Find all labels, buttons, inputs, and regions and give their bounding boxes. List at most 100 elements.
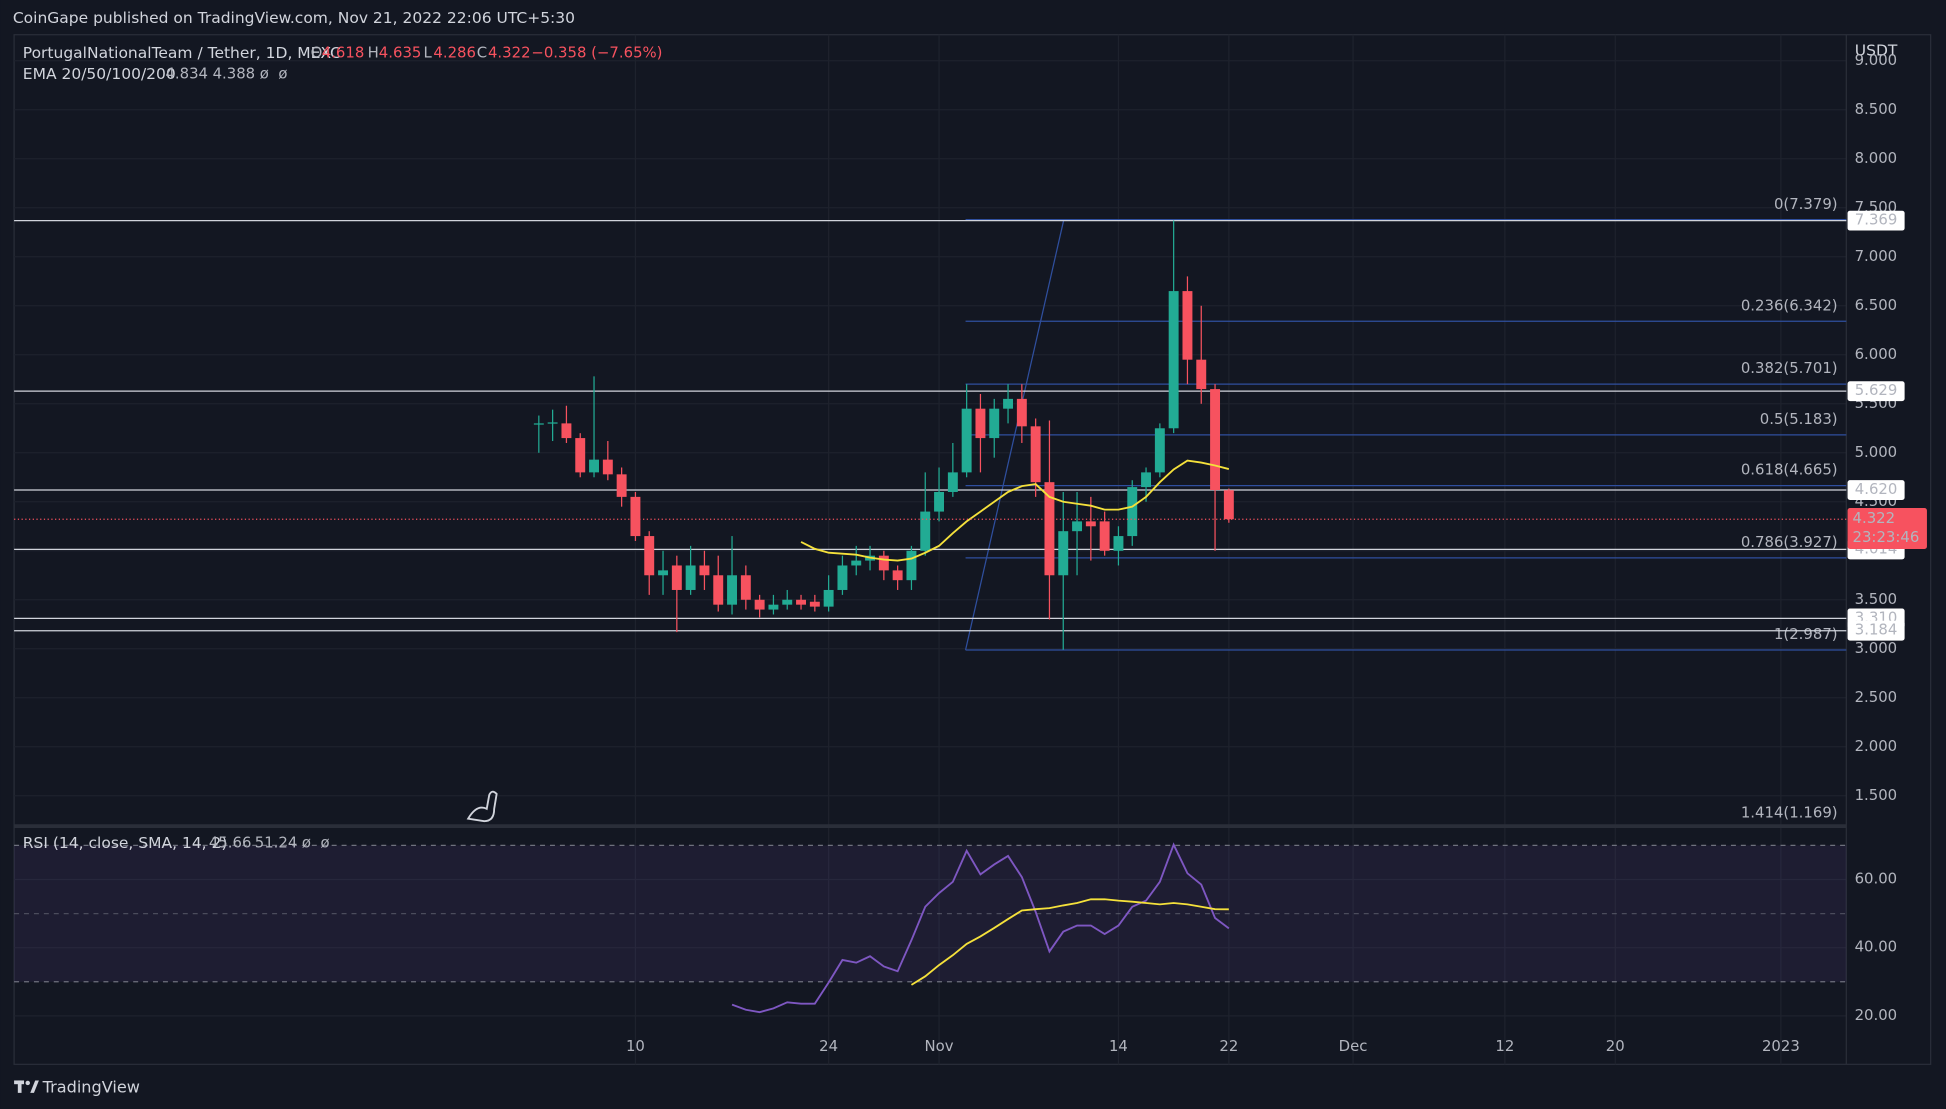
candle-body (699, 565, 710, 576)
y-tick-label: 2.000 (1855, 737, 1898, 755)
candle-body (1072, 521, 1083, 532)
ohlc-key: L (423, 43, 432, 61)
candle-body (685, 565, 696, 590)
candle-body (1016, 398, 1027, 427)
fib-label: 1.414(1.169) (1741, 803, 1838, 821)
rsi-na: ø (302, 834, 311, 852)
plot: 0(7.379) 0.236(6.342) 0.382(5.701) 0.5(5.18… (14, 195, 1847, 1014)
x-tick-label: 14 (1109, 1037, 1128, 1055)
rsi-line (731, 842, 1230, 1014)
candle-body (837, 565, 848, 590)
rsi-line (910, 898, 1229, 986)
fib-label: 0.5(5.183) (1760, 410, 1838, 428)
candle-body (851, 560, 862, 566)
x-tick-label: 22 (1219, 1037, 1238, 1055)
ohlc-value: 4.635 (379, 43, 422, 61)
ohlc-key: O (311, 43, 323, 61)
footer-logo (14, 1080, 39, 1093)
candle-body (533, 423, 544, 425)
candle-body (630, 496, 641, 537)
candle-body (547, 422, 558, 424)
level-box (1847, 620, 1905, 641)
dino-icon (466, 790, 498, 823)
candle-body (740, 575, 751, 600)
candle-body (671, 565, 682, 590)
candle-body (727, 575, 737, 605)
rsi-na: ø (321, 834, 330, 852)
ema-value: 4.834 (165, 64, 208, 82)
ohlc-key: C (477, 43, 487, 61)
ema-value: 4.388 (213, 64, 256, 82)
y-tick-label: 8.500 (1855, 100, 1898, 118)
candle-body (1099, 521, 1110, 551)
x-tick-label: 24 (819, 1037, 838, 1055)
y-tick-label: 2.500 (1855, 688, 1898, 706)
candle-body (1030, 426, 1041, 483)
ohlc-key: H (368, 43, 379, 61)
candle-body (1141, 472, 1152, 488)
last-price-box (1847, 508, 1927, 549)
candle-body (989, 408, 1000, 439)
ema-na: ø (260, 64, 269, 82)
candle-body (1168, 291, 1179, 429)
candle-body (644, 536, 655, 576)
ema-na: ø (278, 64, 287, 82)
candle-body (1182, 291, 1193, 360)
level-label: 5.629 (1855, 381, 1898, 399)
fib-label: 1(2.987) (1774, 625, 1838, 643)
x-tick-label: 10 (626, 1037, 645, 1055)
rsi-value: 51.24 (255, 834, 298, 852)
candle-body (575, 438, 586, 473)
candle-body (796, 599, 806, 605)
candle-body (892, 570, 903, 581)
candle-body (961, 408, 972, 473)
candle-body (934, 491, 945, 512)
rsi-value: 45.66 (209, 834, 252, 852)
candle-body (1127, 487, 1138, 537)
level-box (1847, 480, 1905, 500)
fib-label: 0.236(6.342) (1741, 296, 1838, 314)
candle-body (878, 555, 889, 571)
countdown-label: 23:23:46 (1853, 528, 1920, 546)
footer-brand: TradingView (42, 1077, 140, 1096)
ohlc-value: 4.322 (488, 43, 531, 61)
y-tick-label: 40.00 (1855, 938, 1898, 956)
y-tick-label: 9.000 (1855, 51, 1898, 69)
level-box (1847, 210, 1905, 231)
candle-body (1196, 359, 1207, 390)
y-tick-label: 1.500 (1855, 786, 1898, 804)
candle-body (1003, 398, 1014, 409)
y-tick-label: 5.000 (1855, 443, 1898, 461)
rsi-title: RSI (14, close, SMA, 14, 2) (23, 834, 228, 852)
logo-part (17, 1080, 22, 1093)
candle-body (1058, 531, 1069, 576)
ema-title: EMA 20/50/100/200 (23, 65, 176, 83)
x-tick-label: Nov (925, 1037, 954, 1055)
x-tick-label: 2023 (1762, 1037, 1800, 1055)
y-tick-label: 3.500 (1855, 590, 1898, 608)
candle-body (1113, 536, 1124, 551)
candle-body (658, 570, 668, 576)
candle-body (754, 599, 765, 610)
ohlc-value: 4.618 (322, 43, 365, 61)
dino-shape (466, 790, 498, 823)
candle-body (713, 575, 724, 605)
x-tick-label: 12 (1495, 1037, 1514, 1055)
logo-part (30, 1080, 39, 1093)
candle-body (1085, 521, 1096, 527)
y-tick-label: 20.00 (1855, 1006, 1898, 1024)
x-tick-label: 20 (1606, 1037, 1625, 1055)
candle-body (561, 423, 572, 439)
level-box (1847, 381, 1905, 402)
candle-body (589, 459, 599, 473)
level-label: 3.184 (1855, 621, 1898, 639)
candle-body (823, 589, 834, 607)
fib-label: 0(7.379) (1774, 195, 1838, 213)
header-title: CoinGape published on TradingView.com, N… (13, 9, 575, 27)
y-tick-label: 6.500 (1855, 296, 1898, 314)
candle-body (602, 459, 613, 475)
level-label: 4.620 (1855, 480, 1898, 498)
candle-body (1210, 389, 1221, 491)
candle-body (975, 408, 986, 439)
symbol-title: PortugalNationalTeam / Tether, 1D, MEXC (23, 44, 341, 62)
